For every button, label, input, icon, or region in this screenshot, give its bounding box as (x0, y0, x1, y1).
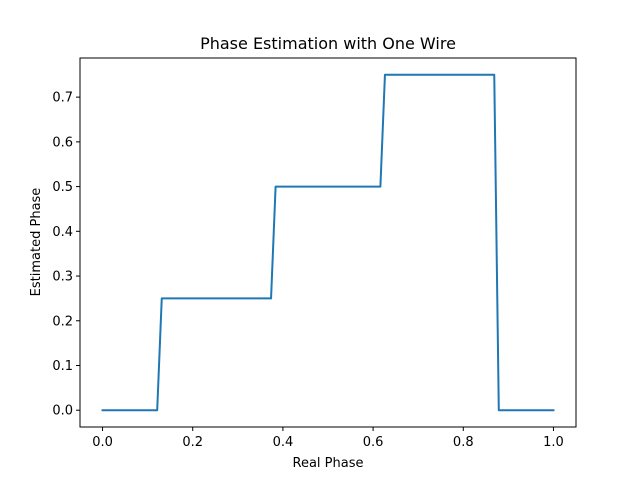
y-axis-label: Estimated Phase (29, 188, 44, 297)
y-tick-label: 0.3 (52, 270, 73, 285)
y-tick-label: 0.1 (52, 359, 73, 374)
y-tick-label: 0.6 (52, 135, 73, 150)
series-layer (101, 73, 555, 412)
y-tick-label: 0.2 (52, 314, 73, 329)
x-axis: 0.0 0.2 0.4 0.6 0.8 1.0 (92, 427, 564, 450)
x-tick-label: 0.2 (182, 435, 203, 450)
series-line (101, 73, 555, 412)
x-axis-label: Real Phase (293, 456, 364, 471)
y-tick-label: 0.7 (52, 91, 73, 106)
y-tick-label: 0.0 (52, 404, 73, 419)
chart-title: Phase Estimation with One Wire (200, 34, 456, 53)
x-tick-label: 0.4 (273, 435, 294, 450)
y-axis: 0.0 0.1 0.2 0.3 0.4 0.5 0.6 0.7 (52, 91, 80, 419)
plot-frame (79, 57, 577, 428)
x-tick-label: 1.0 (543, 435, 564, 450)
y-tick-label: 0.5 (52, 180, 73, 195)
x-tick-label: 0.6 (363, 435, 384, 450)
x-tick-label: 0.8 (453, 435, 474, 450)
x-tick-label: 0.0 (92, 435, 113, 450)
y-tick-label: 0.4 (52, 225, 73, 240)
